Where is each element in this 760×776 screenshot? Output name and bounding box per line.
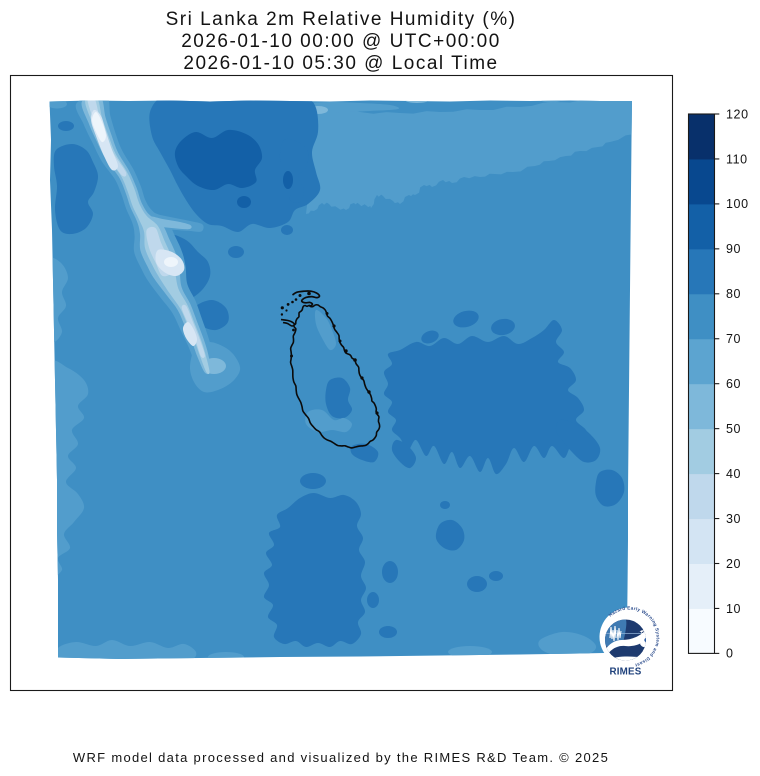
svg-text:RIMES: RIMES xyxy=(609,667,641,678)
svg-text:40: 40 xyxy=(726,467,741,481)
svg-text:100: 100 xyxy=(726,197,749,211)
svg-text:0: 0 xyxy=(726,647,734,661)
svg-text:2026-01-10 05:30 @ Local Time: 2026-01-10 05:30 @ Local Time xyxy=(183,53,498,74)
svg-text:20: 20 xyxy=(726,557,741,571)
svg-text:30: 30 xyxy=(726,512,741,526)
svg-text:80: 80 xyxy=(726,287,741,301)
svg-text:110: 110 xyxy=(726,152,748,166)
svg-text:10: 10 xyxy=(726,602,741,616)
svg-text:WRF model data processed and v: WRF model data processed and visualized … xyxy=(73,750,609,765)
svg-text:2026-01-10 00:00 @ UTC+00:00: 2026-01-10 00:00 @ UTC+00:00 xyxy=(181,31,501,52)
svg-text:120: 120 xyxy=(726,107,749,121)
svg-text:70: 70 xyxy=(726,332,741,346)
svg-text:90: 90 xyxy=(726,242,741,256)
svg-text:Sri Lanka 2m Relative Humidity: Sri Lanka 2m Relative Humidity (%) xyxy=(166,9,517,30)
svg-text:60: 60 xyxy=(726,377,741,391)
svg-text:50: 50 xyxy=(726,422,741,436)
